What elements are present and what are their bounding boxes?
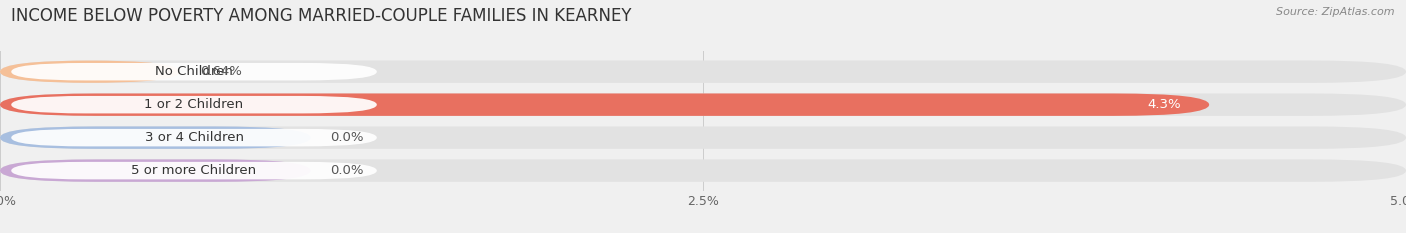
- Text: 4.3%: 4.3%: [1147, 98, 1181, 111]
- FancyBboxPatch shape: [11, 162, 377, 179]
- Text: 0.0%: 0.0%: [330, 131, 364, 144]
- Text: 0.0%: 0.0%: [330, 164, 364, 177]
- FancyBboxPatch shape: [11, 63, 377, 80]
- Text: Source: ZipAtlas.com: Source: ZipAtlas.com: [1277, 7, 1395, 17]
- FancyBboxPatch shape: [0, 159, 1406, 182]
- FancyBboxPatch shape: [0, 61, 180, 83]
- Text: No Children: No Children: [155, 65, 233, 78]
- FancyBboxPatch shape: [0, 127, 311, 149]
- FancyBboxPatch shape: [0, 159, 311, 182]
- Text: 5 or more Children: 5 or more Children: [132, 164, 256, 177]
- Text: INCOME BELOW POVERTY AMONG MARRIED-COUPLE FAMILIES IN KEARNEY: INCOME BELOW POVERTY AMONG MARRIED-COUPL…: [11, 7, 631, 25]
- FancyBboxPatch shape: [11, 96, 377, 113]
- Text: 1 or 2 Children: 1 or 2 Children: [145, 98, 243, 111]
- FancyBboxPatch shape: [0, 93, 1406, 116]
- FancyBboxPatch shape: [0, 93, 1209, 116]
- FancyBboxPatch shape: [11, 129, 377, 146]
- FancyBboxPatch shape: [0, 127, 1406, 149]
- Text: 3 or 4 Children: 3 or 4 Children: [145, 131, 243, 144]
- Text: 0.64%: 0.64%: [200, 65, 242, 78]
- FancyBboxPatch shape: [0, 61, 1406, 83]
